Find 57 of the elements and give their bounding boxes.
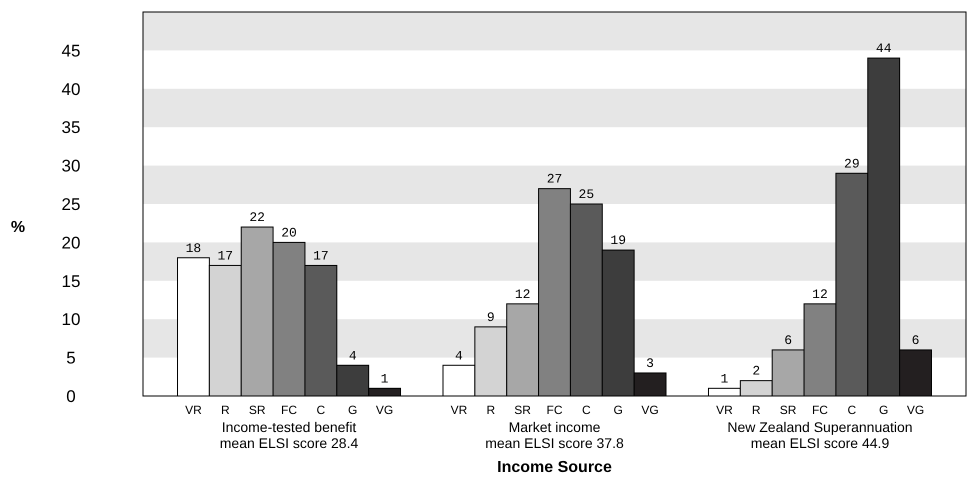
y-tick-label: 25 — [62, 194, 80, 214]
data-label: 20 — [281, 225, 297, 240]
series-label: VR — [185, 403, 202, 417]
data-label: 6 — [784, 332, 792, 348]
series-label: R — [220, 403, 230, 417]
data-label: 1 — [380, 371, 389, 386]
series-label: VG — [376, 403, 394, 417]
text: R — [486, 403, 496, 417]
data-label: 19 — [610, 233, 626, 248]
data-label: 4 — [348, 348, 357, 364]
y-tick-label: 45 — [62, 41, 80, 60]
y-tick-label: 10 — [62, 310, 80, 330]
data-label: 6 — [912, 332, 920, 348]
data-label: 17 — [217, 248, 234, 264]
data-label: 22 — [249, 210, 265, 226]
data-label: 29 — [844, 156, 860, 172]
x-tick-label: Market income mean ELSI score 37.8 — [485, 419, 624, 451]
text: C — [848, 403, 856, 417]
x-tick-label: Income-tested benefit mean ELSI score 28.4 — [220, 419, 358, 451]
data-label: 2 — [752, 364, 760, 379]
text: FC — [812, 403, 828, 417]
data-label: 3 — [646, 356, 654, 371]
data-label: 18 — [186, 240, 202, 256]
text: VG — [906, 403, 924, 417]
y-axis-title: % — [10, 219, 26, 236]
series-label: C — [316, 403, 326, 417]
text: G — [879, 403, 888, 417]
data-label: 1 — [720, 371, 729, 386]
x-tick-label: New Zealand Superannuation mean ELSI score 44.9 — [727, 419, 913, 451]
text: SR — [514, 403, 531, 417]
y-tick-label: 40 — [62, 80, 80, 99]
y-tick-label: 5 — [66, 348, 76, 368]
text: R — [752, 403, 761, 417]
text: VR — [716, 403, 733, 417]
data-label: 4 — [455, 348, 464, 364]
series-label: G — [348, 403, 358, 417]
text: VG — [641, 403, 659, 417]
text: VR — [450, 403, 468, 417]
y-tick-label: 20 — [62, 233, 80, 252]
text: C — [582, 403, 591, 417]
y-tick-label: 35 — [62, 118, 80, 138]
data-label: 12 — [514, 286, 530, 302]
x-axis-title: Income Source — [497, 459, 612, 476]
data-label: 17 — [313, 248, 329, 264]
series-label: SR — [248, 403, 266, 417]
y-tick-label: 30 — [62, 156, 80, 176]
data-label: 44 — [876, 41, 892, 56]
series-label: FC — [281, 403, 298, 417]
text: G — [614, 403, 623, 417]
data-label: 27 — [546, 172, 562, 187]
text: SR — [780, 403, 796, 417]
y-tick-label: 15 — [62, 272, 80, 291]
text: FC — [546, 403, 562, 417]
data-label: 9 — [486, 310, 495, 325]
data-label: 25 — [578, 187, 594, 202]
data-label: 12 — [812, 286, 828, 302]
y-tick-label: 0 — [66, 386, 76, 406]
